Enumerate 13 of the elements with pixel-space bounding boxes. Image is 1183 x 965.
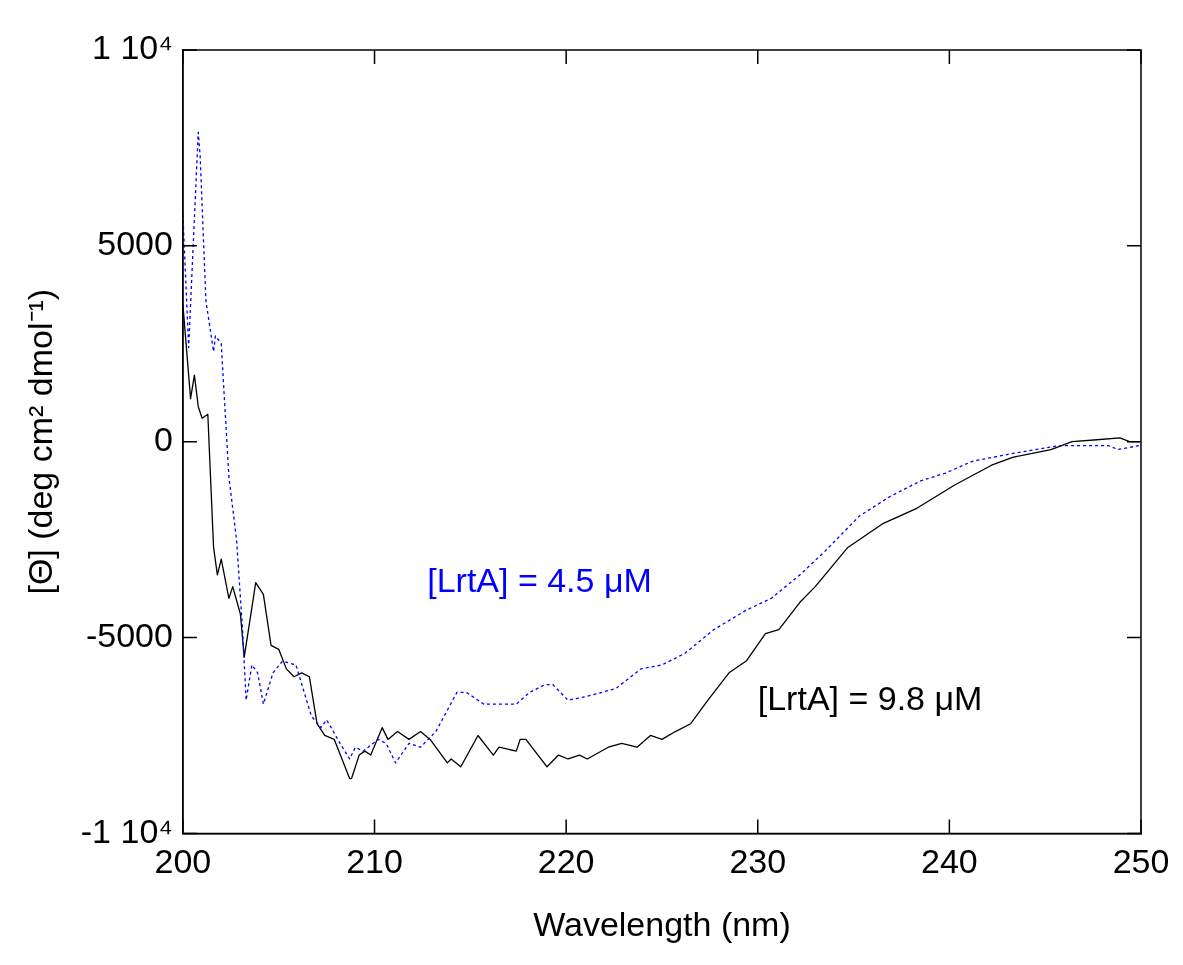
y-tick-label: 0 — [153, 420, 173, 459]
y-tick-label: -5000 — [85, 615, 173, 654]
x-tick-label: 220 — [537, 842, 595, 881]
y-tick-label: 1 10⁴ — [92, 28, 173, 67]
x-tick-label: 250 — [1112, 842, 1170, 881]
y-tick-label: 5000 — [97, 224, 173, 263]
x-tick-label: 210 — [346, 842, 403, 881]
series-label: [LrtA] = 4.5 μM — [427, 561, 652, 600]
series-label: [LrtA] = 9.8 μM — [757, 678, 983, 717]
x-axis-title: Wavelength (nm) — [533, 904, 791, 943]
x-tick-label: 230 — [729, 842, 787, 881]
y-axis-title: [Θ] (deg cm² dmol⁻¹) — [20, 288, 59, 595]
x-tick-label: 240 — [921, 842, 978, 881]
